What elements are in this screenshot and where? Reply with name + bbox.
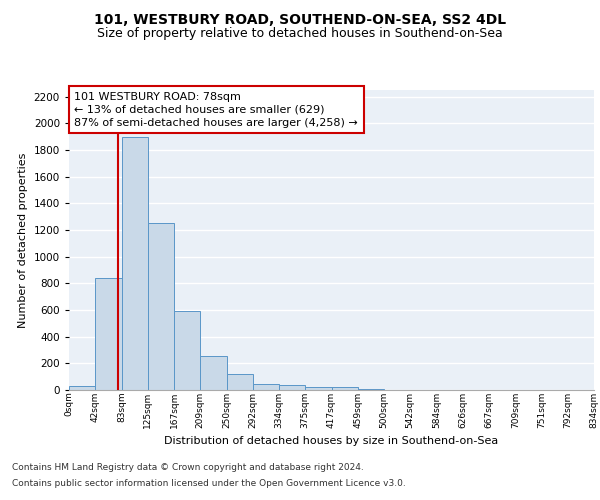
Bar: [227, 374, 253, 390]
Bar: [200, 356, 227, 390]
Bar: [121, 136, 148, 390]
Text: Contains HM Land Registry data © Crown copyright and database right 2024.: Contains HM Land Registry data © Crown c…: [12, 464, 364, 472]
Bar: [358, 388, 384, 390]
Bar: [305, 386, 331, 390]
Bar: [331, 388, 358, 390]
Y-axis label: Number of detached properties: Number of detached properties: [18, 152, 28, 328]
Text: Size of property relative to detached houses in Southend-on-Sea: Size of property relative to detached ho…: [97, 28, 503, 40]
Bar: [69, 386, 95, 390]
Text: 101 WESTBURY ROAD: 78sqm
← 13% of detached houses are smaller (629)
87% of semi-: 101 WESTBURY ROAD: 78sqm ← 13% of detach…: [74, 92, 358, 128]
Bar: [253, 384, 279, 390]
X-axis label: Distribution of detached houses by size in Southend-on-Sea: Distribution of detached houses by size …: [164, 436, 499, 446]
Bar: [174, 312, 200, 390]
Bar: [148, 224, 174, 390]
Bar: [279, 384, 305, 390]
Bar: [95, 278, 121, 390]
Text: Contains public sector information licensed under the Open Government Licence v3: Contains public sector information licen…: [12, 478, 406, 488]
Text: 101, WESTBURY ROAD, SOUTHEND-ON-SEA, SS2 4DL: 101, WESTBURY ROAD, SOUTHEND-ON-SEA, SS2…: [94, 12, 506, 26]
